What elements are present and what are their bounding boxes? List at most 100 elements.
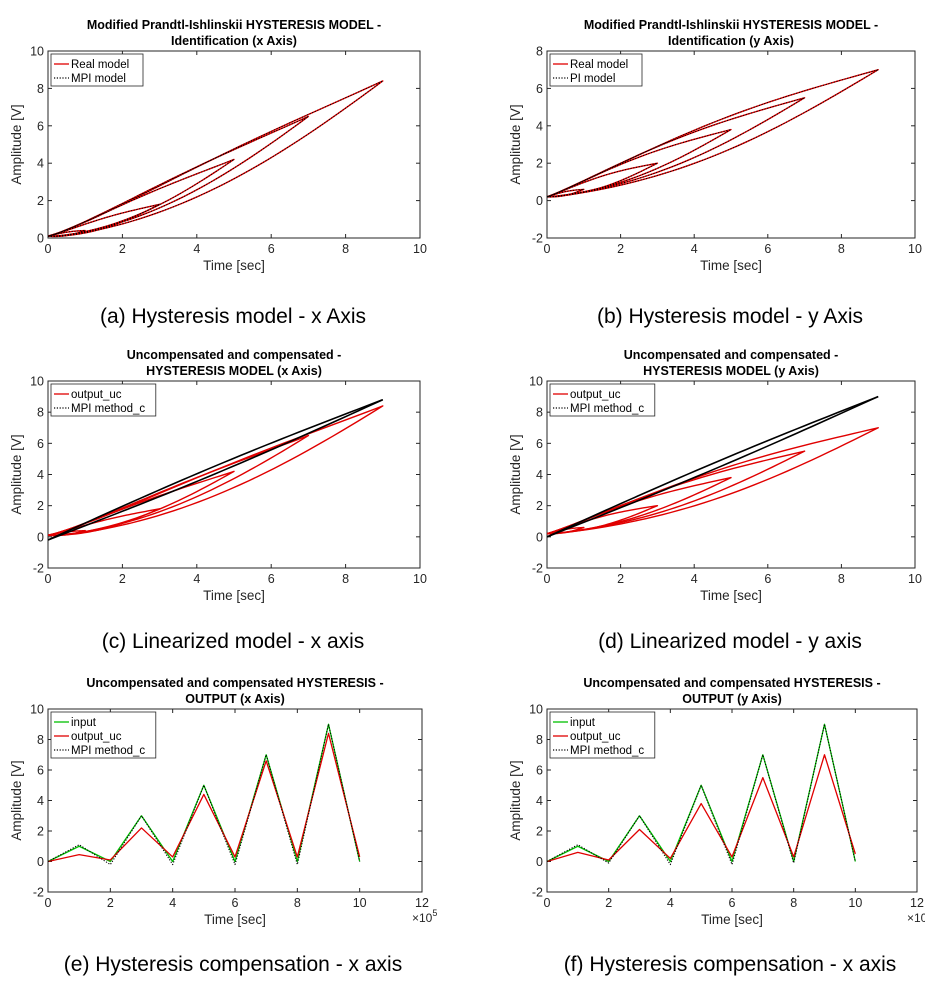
legend-entry: Real model	[71, 59, 129, 71]
y-tick-label: -2	[532, 886, 543, 900]
x-axis-exponent-base: ×10	[907, 911, 925, 925]
y-tick-label: 4	[536, 468, 543, 482]
x-tick-label: 6	[232, 896, 239, 910]
chart-title-line1: Uncompensated and compensated HYSTERESIS…	[86, 676, 383, 690]
y-tick-label: 2	[536, 825, 543, 839]
y-tick-label: 4	[37, 794, 44, 808]
x-tick-label: 10	[413, 572, 427, 586]
y-tick-label: 2	[536, 157, 543, 171]
y-tick-label: -2	[33, 562, 44, 576]
y-tick-label: 8	[37, 733, 44, 747]
y-tick-label: 4	[37, 157, 44, 171]
x-tick-label: 8	[342, 242, 349, 256]
chart-panel-5: Uncompensated and compensated HYSTERESIS…	[9, 676, 437, 927]
x-tick-label: 6	[729, 896, 736, 910]
plot-series-group	[547, 395, 879, 538]
x-tick-label: 6	[268, 242, 275, 256]
chart-title-line1: Uncompensated and compensated -	[624, 348, 839, 362]
y-tick-label: 2	[37, 194, 44, 208]
x-tick-label: 6	[268, 572, 275, 586]
legend-box	[549, 53, 643, 87]
legend-box	[50, 383, 157, 417]
y-tick-label: 10	[529, 375, 543, 389]
x-tick-label: 4	[691, 242, 698, 256]
y-tick-label: -2	[532, 232, 543, 246]
x-tick-label: 4	[691, 572, 698, 586]
series-compensated-lower	[547, 395, 879, 538]
x-tick-label: 8	[790, 896, 797, 910]
x-tick-label: 0	[544, 242, 551, 256]
x-tick-label: 4	[169, 896, 176, 910]
y-tick-label: 2	[37, 499, 44, 513]
series-model-loop	[48, 203, 161, 237]
x-tick-label: 2	[617, 572, 624, 586]
x-tick-label: 8	[342, 572, 349, 586]
x-tick-label: 6	[764, 242, 771, 256]
x-axis-exponent: ×105	[412, 908, 437, 925]
y-tick-label: 6	[37, 764, 44, 778]
x-tick-label: 0	[544, 572, 551, 586]
series-model-loop	[547, 69, 879, 198]
x-tick-label: 12	[415, 896, 429, 910]
y-tick-label: 4	[536, 119, 543, 133]
series-compensated-upper	[547, 395, 879, 538]
x-tick-label: 2	[617, 242, 624, 256]
legend-box	[549, 383, 656, 417]
x-axis-label: Time [sec]	[701, 912, 763, 927]
y-tick-label: 6	[536, 82, 543, 96]
y-tick-label: 2	[536, 499, 543, 513]
series-model-loop	[547, 129, 732, 198]
chart-title-line2: OUTPUT (y Axis)	[682, 692, 782, 706]
x-axis-label: Time [sec]	[700, 258, 762, 273]
legend-entry: PI model	[570, 73, 615, 85]
y-tick-label: -2	[532, 562, 543, 576]
legend-entry: MPI model	[71, 73, 126, 85]
x-tick-label: 10	[848, 896, 862, 910]
y-tick-label: 2	[37, 825, 44, 839]
y-axis-label: Amplitude [V]	[508, 434, 523, 514]
x-tick-label: 2	[605, 896, 612, 910]
y-tick-label: 6	[536, 437, 543, 451]
y-tick-label: 0	[37, 855, 44, 869]
series-compensated-upper	[48, 398, 384, 541]
y-tick-label: 6	[37, 119, 44, 133]
x-tick-label: 0	[45, 242, 52, 256]
legend-entry: input	[570, 717, 596, 729]
y-tick-label: 8	[536, 733, 543, 747]
y-tick-label: 10	[30, 45, 44, 59]
y-tick-label: 10	[30, 375, 44, 389]
legend-entry: output_uc	[570, 731, 621, 743]
legend-entry: output_uc	[570, 389, 621, 401]
legend-entry: Real model	[570, 59, 628, 71]
series-real-model-loop	[48, 80, 384, 237]
x-tick-label: 2	[119, 572, 126, 586]
chart-title-line1: Modified Prandtl-Ishlinskii HYSTERESIS M…	[87, 18, 381, 32]
y-tick-label: 4	[37, 468, 44, 482]
x-axis-exponent: ×105	[907, 908, 925, 925]
panel-caption: (f) Hysteresis compensation - x axis	[564, 953, 897, 976]
x-tick-label: 4	[667, 896, 674, 910]
legend-box	[50, 53, 144, 87]
y-axis-label: Amplitude [V]	[508, 760, 523, 840]
legend-entry: MPI method_c	[570, 745, 644, 757]
y-tick-label: 0	[536, 530, 543, 544]
x-tick-label: 12	[910, 896, 924, 910]
legend-entry: input	[71, 717, 97, 729]
series-model-loop	[547, 97, 806, 198]
y-axis-label: Amplitude [V]	[508, 104, 523, 184]
chart-panel-2: Modified Prandtl-Ishlinskii HYSTERESIS M…	[508, 18, 922, 273]
legend-entry: MPI method_c	[570, 403, 644, 415]
chart-title-line2: Identification (x Axis)	[171, 34, 297, 48]
x-tick-label: 4	[193, 572, 200, 586]
y-axis-label: Amplitude [V]	[9, 104, 24, 184]
y-tick-label: 0	[536, 855, 543, 869]
x-axis-exponent-power: 5	[432, 908, 437, 918]
x-axis-exponent-base: ×10	[412, 911, 433, 925]
panel-caption: (d) Linearized model - y axis	[598, 630, 862, 653]
x-axis-label: Time [sec]	[203, 588, 265, 603]
x-tick-label: 10	[353, 896, 367, 910]
chart-title-line1: Uncompensated and compensated HYSTERESIS…	[583, 676, 880, 690]
legend-entry: MPI method_c	[71, 403, 145, 415]
x-tick-label: 8	[838, 242, 845, 256]
